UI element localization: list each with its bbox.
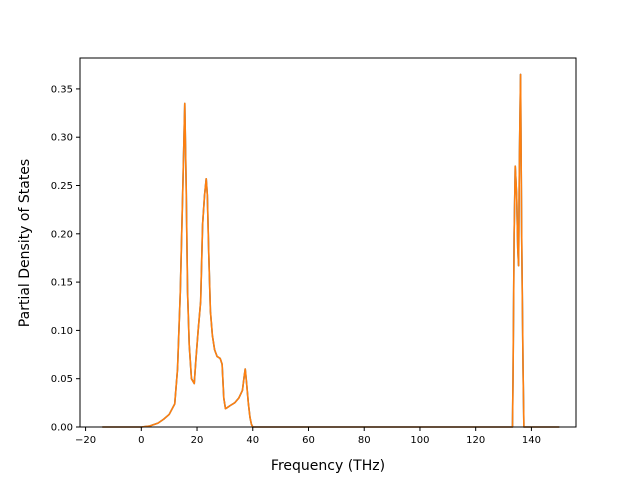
x-tick-label: 120 xyxy=(466,435,485,446)
x-tick-label: 40 xyxy=(246,435,259,446)
series-line-2 xyxy=(102,73,560,428)
x-tick-label: 80 xyxy=(358,435,371,446)
x-axis-ticks: −20 0 20 40 60 80 100 120 140 xyxy=(75,427,541,446)
x-tick-label: 140 xyxy=(522,435,541,446)
y-tick-label: 0.05 xyxy=(51,374,73,385)
y-tick-label: 0.00 xyxy=(51,423,73,434)
plot-layer xyxy=(102,73,560,428)
y-tick-label: 0.35 xyxy=(51,84,73,95)
x-tick-label: 100 xyxy=(410,435,429,446)
x-tick-label: −20 xyxy=(75,435,96,446)
x-axis-label: Frequency (THz) xyxy=(271,458,385,474)
y-axis-ticks: 0.00 0.05 0.10 0.15 0.20 0.25 0.30 0.35 xyxy=(51,84,80,434)
y-axis-label: Partial Density of States xyxy=(17,159,33,327)
x-tick-label: 60 xyxy=(302,435,315,446)
y-tick-label: 0.20 xyxy=(51,229,73,240)
y-tick-label: 0.15 xyxy=(51,278,73,289)
plot-frame xyxy=(79,57,577,428)
y-tick-label: 0.25 xyxy=(51,181,73,192)
y-tick-label: 0.10 xyxy=(51,326,73,337)
y-tick-label: 0.30 xyxy=(51,133,73,144)
x-tick-label: 0 xyxy=(138,435,144,446)
series-line-1 xyxy=(102,73,560,428)
x-tick-label: 20 xyxy=(191,435,204,446)
